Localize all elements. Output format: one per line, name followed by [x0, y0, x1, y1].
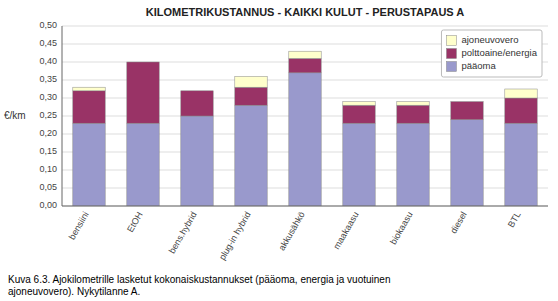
legend-swatch	[446, 36, 456, 46]
bar-segment	[505, 98, 537, 123]
y-axis-line	[62, 26, 63, 206]
y-tick-label: 0,00	[39, 200, 57, 210]
x-tick-label: plug-in hybrid	[217, 210, 253, 262]
bar-segment	[289, 73, 321, 206]
bar-segment	[397, 123, 429, 206]
x-tick-label: bensiini	[67, 210, 91, 241]
bar-segment	[181, 90, 213, 91]
bar-segment	[235, 76, 267, 87]
chart-svg: KILOMETRIKUSTANNUS - KAIKKI KULUT - PERU…	[0, 0, 558, 301]
grid-line	[62, 206, 548, 207]
bar-segment	[127, 62, 159, 63]
bar-segment	[505, 123, 537, 206]
x-axis-line	[62, 206, 548, 207]
bar-segment	[343, 102, 375, 106]
legend-label: ajoneuvovero	[461, 34, 518, 45]
bar-segment	[397, 105, 429, 123]
bar-segment	[451, 120, 483, 206]
bar-segment	[181, 116, 213, 206]
legend-swatch	[446, 49, 456, 59]
bar-segment	[73, 87, 105, 91]
bar-segment	[127, 62, 159, 123]
x-tick-label: BTL	[506, 210, 523, 229]
y-tick-label: 0,30	[39, 92, 57, 102]
bar-segment	[127, 123, 159, 206]
x-tick-label: bens.hybrid	[167, 210, 199, 255]
y-axis-label: €/km	[4, 110, 26, 121]
legend-box	[441, 30, 542, 77]
bar-segment	[343, 105, 375, 123]
chart-title: KILOMETRIKUSTANNUS - KAIKKI KULUT - PERU…	[146, 6, 465, 18]
y-tick-label: 0,10	[39, 164, 57, 174]
y-tick-label: 0,50	[39, 20, 57, 30]
y-tick-label: 0,40	[39, 56, 57, 66]
bar-segment	[451, 102, 483, 120]
legend-label: polttoaine/energia	[461, 47, 537, 58]
bar-segment	[73, 123, 105, 206]
bar-segment	[505, 89, 537, 98]
bar-segment	[289, 58, 321, 72]
x-tick-label: diesel	[448, 210, 468, 235]
grid	[62, 26, 548, 206]
y-tick-label: 0,45	[39, 38, 57, 48]
x-tick-label: maakaasu	[331, 210, 360, 251]
legend-swatch	[446, 62, 456, 72]
bar-segment	[181, 91, 213, 116]
x-tick-label: biokaasu	[388, 210, 415, 246]
caption: Kuva 6.3. Ajokilometrille lasketut kokon…	[8, 274, 390, 297]
x-tick-label: akkusähkö	[277, 210, 307, 252]
legend: ajoneuvovero polttoaine/energia pääoma	[441, 30, 542, 77]
y-tick-label: 0,05	[39, 182, 57, 192]
x-tick-label: EtOH	[125, 210, 145, 234]
bar-segment	[397, 102, 429, 106]
y-tick-label: 0,35	[39, 74, 57, 84]
legend-label: pääoma	[461, 60, 496, 71]
y-tick-label: 0,20	[39, 128, 57, 138]
bar-segment	[343, 123, 375, 206]
y-tick-label: 0,25	[39, 110, 57, 120]
y-tick-label: 0,15	[39, 146, 57, 156]
bar-segment	[451, 101, 483, 102]
grid-line	[62, 26, 548, 27]
bar-segment	[235, 87, 267, 105]
bar-segment	[289, 51, 321, 58]
chart-container: KILOMETRIKUSTANNUS - KAIKKI KULUT - PERU…	[0, 0, 558, 301]
bar-segment	[235, 105, 267, 206]
bar-segment	[73, 91, 105, 123]
